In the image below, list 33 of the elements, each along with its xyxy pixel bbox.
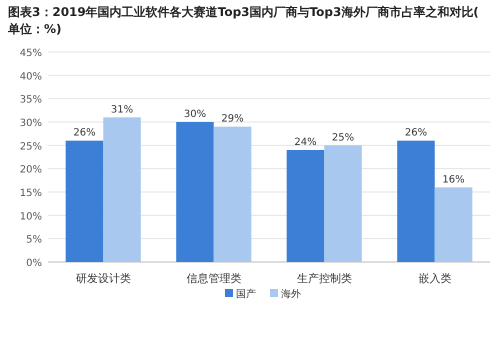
bar: [214, 126, 252, 262]
data-label: 26%: [73, 128, 96, 139]
bar: [397, 140, 435, 262]
y-tick-label: 5%: [26, 234, 42, 246]
data-label: 25%: [332, 132, 354, 144]
legend-label: 海外: [281, 288, 301, 300]
y-tick-label: 10%: [20, 211, 42, 222]
data-label: 16%: [442, 174, 465, 186]
x-tick-label: 研发设计类: [76, 272, 131, 285]
y-tick-label: 35%: [20, 94, 42, 106]
bar: [103, 117, 141, 262]
x-tick-label: 嵌入类: [418, 272, 452, 285]
legend-label: 国产: [236, 288, 256, 300]
data-label: 30%: [184, 109, 206, 120]
data-label: 24%: [294, 137, 317, 148]
chart-title: 图表3：2019年国内工业软件各大赛道Top3国内厂商与Top3海外厂商市占率之和对比(单位：%): [7, 5, 479, 36]
y-tick-label: 15%: [20, 188, 42, 199]
data-label: 31%: [110, 104, 134, 116]
y-tick-label: 0%: [26, 258, 42, 269]
data-label: 29%: [221, 114, 244, 125]
bar: [176, 122, 214, 262]
y-tick-label: 25%: [20, 141, 42, 152]
y-tick-label: 45%: [20, 48, 42, 59]
bar: [66, 140, 104, 262]
bar: [324, 145, 362, 262]
x-tick-label: 生产控制类: [296, 272, 352, 285]
y-tick-label: 20%: [20, 164, 42, 176]
y-tick-label: 40%: [20, 71, 42, 82]
data-label: 26%: [404, 128, 428, 139]
y-tick-label: 30%: [20, 118, 42, 129]
bar: [434, 187, 472, 262]
bar: [286, 150, 324, 262]
x-tick-label: 信息管理类: [186, 272, 242, 285]
